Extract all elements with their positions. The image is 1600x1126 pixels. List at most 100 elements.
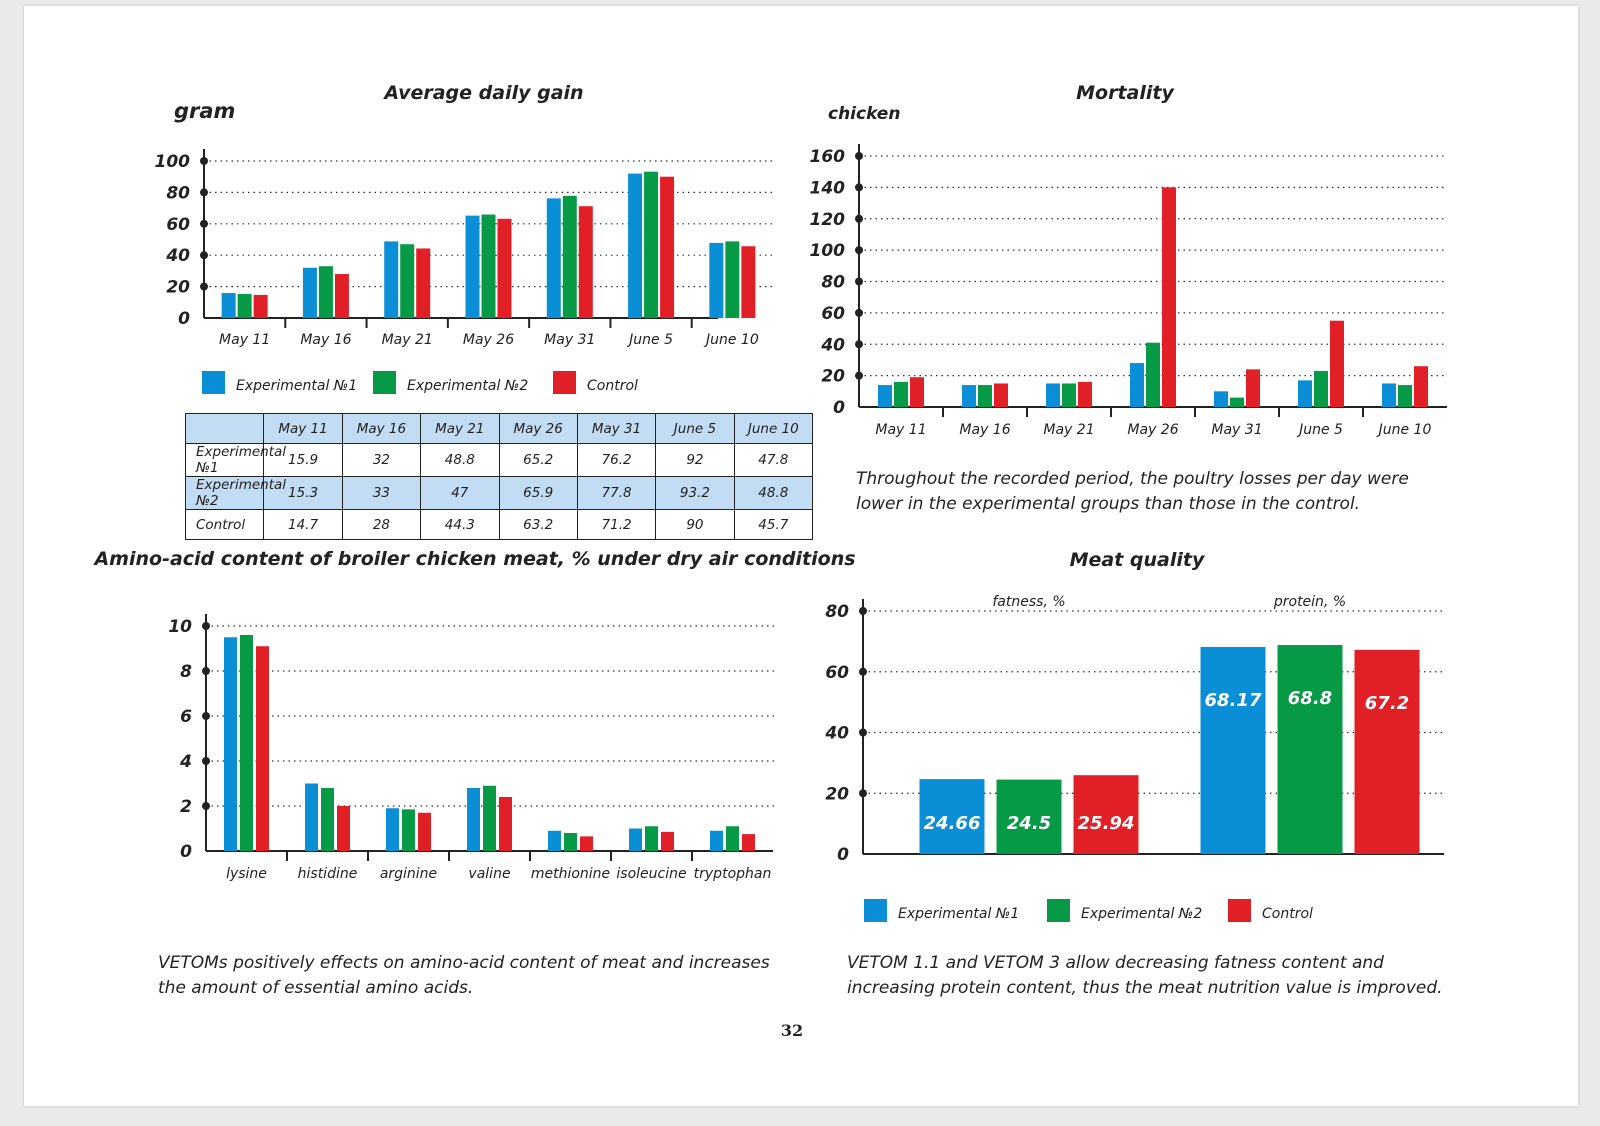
table-cell: 45.7 [733, 509, 814, 540]
bar [726, 826, 739, 851]
bar [709, 242, 724, 318]
legend-label: Experimental №1 [236, 378, 357, 394]
category-label: June 10 [703, 332, 759, 348]
category-label: May 21 [1043, 422, 1094, 438]
bar [1162, 187, 1176, 407]
data-label: 68.8 [1288, 688, 1332, 709]
y-tick-label: 6 [180, 707, 192, 727]
legend-label: Experimental №2 [1081, 906, 1202, 922]
category-label: protein, % [1273, 594, 1346, 610]
bar [1078, 381, 1092, 407]
legend-swatch [373, 371, 396, 394]
legend-swatch [202, 371, 225, 394]
table-cell: 65.2 [498, 443, 578, 477]
bar [580, 836, 593, 851]
bar [402, 809, 415, 851]
page-number: 32 [781, 1021, 803, 1040]
bar [1062, 383, 1076, 407]
bar [318, 266, 333, 318]
category-label: tryptophan [694, 866, 772, 882]
data-label: 67.2 [1365, 693, 1409, 714]
y-tick-label: 120 [810, 210, 846, 230]
category-label: June 10 [1376, 422, 1432, 438]
bar [337, 806, 350, 851]
bar [321, 788, 334, 851]
bar [386, 808, 399, 851]
bar [644, 171, 659, 318]
bar [416, 248, 431, 318]
data-label: 68.17 [1205, 690, 1262, 711]
y-tick-label: 2 [180, 797, 192, 817]
y-tick-label: 40 [820, 335, 845, 355]
table-cell: 63.2 [498, 509, 578, 540]
bar [302, 267, 317, 318]
category-label: methionine [531, 866, 610, 882]
meat-quality-note: VETOM 1.1 and VETOM 3 allow decreasing f… [847, 953, 1443, 998]
y-tick-label: 0 [178, 309, 190, 329]
table-header-cell: May 31 [576, 413, 657, 444]
y-tick-label: 160 [810, 147, 846, 167]
mortality-chart: Mortality chicken 0 20 40 60 80 100 120 140 160 May… [810, 82, 1447, 438]
bar [894, 381, 908, 407]
table-cell: 14.7 [263, 509, 343, 540]
category-label: valine [468, 866, 510, 882]
data-label: 24.5 [1007, 813, 1051, 834]
category-label: May 26 [463, 332, 514, 348]
category-label: May 26 [1127, 422, 1178, 438]
bar [996, 779, 1062, 854]
bar [1146, 342, 1160, 407]
table-cell: 32 [341, 443, 422, 477]
bar [1277, 645, 1343, 854]
bar [1414, 366, 1428, 407]
bar [628, 173, 643, 318]
y-tick-label: 20 [821, 367, 845, 387]
table-header-cell: May 26 [498, 413, 578, 444]
bar [1330, 320, 1344, 407]
bar [546, 198, 561, 318]
y-tick-label: 20 [825, 784, 849, 804]
table-cell: 47.8 [733, 443, 814, 477]
bar [221, 293, 236, 318]
bar [1314, 370, 1328, 407]
table-cell: 48.8 [733, 476, 814, 510]
y-axis-label: chicken [828, 104, 900, 124]
bar [1298, 380, 1312, 407]
bar [1046, 383, 1060, 407]
daily-gain-table: May 11 May 16 May 21 May 26 May 31 June … [184, 413, 814, 540]
legend-label: Control [1262, 906, 1313, 922]
table-cell: 48.8 [420, 443, 500, 477]
table-row-label: Experimental №1 [184, 443, 286, 477]
table-cell: 47 [420, 476, 500, 510]
bar [564, 833, 577, 851]
bar [1230, 397, 1244, 407]
bar [256, 646, 269, 851]
amino-chart: Amino-acid content of broiler chicken me… [92, 548, 855, 882]
bar [919, 779, 985, 854]
bar [1246, 369, 1260, 407]
category-label: May 21 [382, 332, 433, 348]
category-label: May 16 [300, 332, 351, 348]
bar [1073, 775, 1139, 854]
bar [725, 241, 740, 318]
legend-swatch [553, 371, 576, 394]
y-tick-label: 20 [166, 278, 190, 298]
table-row: Experimental №2 15.3 33 47 65.9 77.8 93.… [184, 476, 814, 510]
legend-label: Control [587, 378, 638, 394]
bar [1130, 363, 1144, 407]
chart-title: Meat quality [1070, 549, 1206, 571]
y-tick-label: 0 [180, 842, 192, 862]
bar [1382, 383, 1396, 407]
table-cell: 71.2 [576, 509, 657, 540]
legend-swatch [864, 899, 887, 922]
meat-quality-note-line: increasing protein content, thus the mea… [847, 978, 1443, 998]
bar [562, 195, 577, 318]
bar [710, 830, 723, 851]
category-label: arginine [380, 866, 437, 882]
bar [910, 377, 924, 407]
bar [1354, 649, 1420, 854]
bar [878, 385, 892, 407]
bar [1214, 391, 1228, 407]
bar [499, 797, 512, 851]
category-label: May 11 [875, 422, 926, 438]
